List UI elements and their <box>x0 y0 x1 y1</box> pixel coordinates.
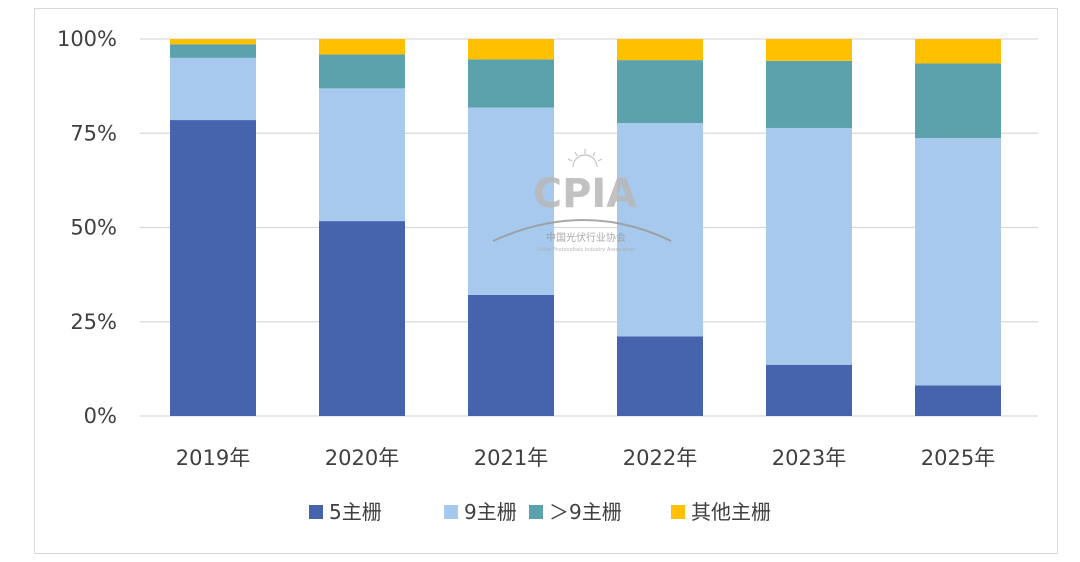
bar-segment-1 <box>915 385 1001 416</box>
bar-segment-1 <box>319 221 405 416</box>
legend-swatch <box>529 505 543 519</box>
sun-icon <box>567 149 603 168</box>
y-tick-label: 100% <box>57 27 117 51</box>
bar-segment-2 <box>915 138 1001 386</box>
bar-segment-2 <box>319 88 405 222</box>
legend-label: 9主栅 <box>464 500 517 524</box>
bar-segment-1 <box>766 364 852 416</box>
x-tick-label: 2021年 <box>474 446 548 470</box>
bar-segment-3 <box>766 60 852 128</box>
y-axis-ticks: 0% 25% 50% 75% 100% <box>57 27 117 428</box>
y-tick-label: 75% <box>70 121 117 145</box>
bar-segment-2 <box>766 127 852 365</box>
bar-segment-1 <box>170 120 256 417</box>
legend-swatch <box>444 505 458 519</box>
x-tick-label: 2025年 <box>921 446 995 470</box>
stacked-bar-chart: 0% 25% 50% 75% 100% 2019年 2020年 2021年 2022年 2023… <box>57 27 1038 524</box>
x-axis-ticks: 2019年 2020年 2021年 2022年 2023年 2025年 <box>176 446 995 470</box>
legend-swatch <box>309 505 323 519</box>
bar-segment-4 <box>766 39 852 61</box>
bar-segment-4 <box>915 39 1001 64</box>
bar-segment-3 <box>319 54 405 89</box>
y-tick-label: 0% <box>84 404 117 428</box>
bar-segment-1 <box>468 294 554 416</box>
watermark-org-name-en: China Photovoltaic Industry Association <box>537 247 636 253</box>
watermark-swoosh <box>492 219 672 242</box>
x-tick-label: 2019年 <box>176 446 250 470</box>
chart-frame: 0% 25% 50% 75% 100% 2019年 2020年 2021年 2022年 2023… <box>34 8 1058 554</box>
bar-segment-3 <box>170 44 256 58</box>
legend-swatch <box>671 505 685 519</box>
y-tick-label: 50% <box>70 216 117 240</box>
gridlines <box>140 38 1038 417</box>
bar-segment-1 <box>617 336 703 416</box>
legend-label: 5主栅 <box>329 500 382 524</box>
cpia-watermark: CPIA 中国光伏行业协会 China Photovoltaic Industr… <box>492 149 672 253</box>
bar-segment-4 <box>319 39 405 55</box>
bar-segment-2 <box>468 107 554 295</box>
bar-segment-3 <box>617 60 703 124</box>
bars <box>170 39 1001 417</box>
legend: 5主栅 9主栅 ＞9主栅 其他主栅 <box>309 500 771 524</box>
bar-segment-4 <box>617 39 703 61</box>
legend-label: ＞9主栅 <box>549 500 622 524</box>
bar-segment-3 <box>915 63 1001 139</box>
bar-segment-4 <box>468 39 554 60</box>
y-tick-label: 25% <box>70 310 117 334</box>
watermark-logo-text: CPIA <box>533 171 638 217</box>
bar-segment-2 <box>170 57 256 121</box>
x-tick-label: 2022年 <box>623 446 697 470</box>
bar-segment-2 <box>617 123 703 337</box>
x-tick-label: 2020年 <box>325 446 399 470</box>
watermark-org-name-cn: 中国光伏行业协会 <box>546 231 626 244</box>
x-tick-label: 2023年 <box>772 446 846 470</box>
bar-segment-4 <box>170 39 256 45</box>
legend-label: 其他主栅 <box>691 500 771 524</box>
bar-segment-3 <box>468 59 554 108</box>
